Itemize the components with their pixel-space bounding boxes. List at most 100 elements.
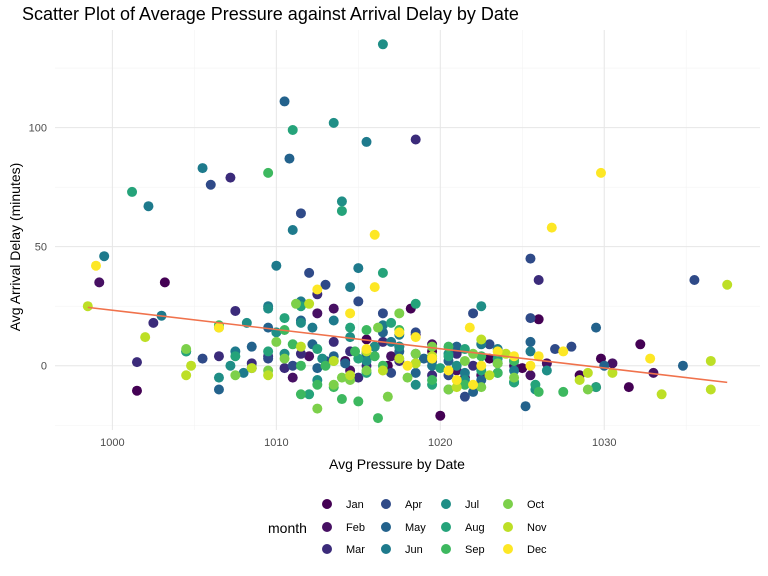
legend-key-jul [441,499,451,509]
trend-line-layer [87,306,728,384]
data-point-dec [361,344,372,355]
legend-label-sep: Sep [465,544,485,556]
legend: month Jan Feb Mar Apr May Jun Jul Aug Sep Oct Nov D… [268,499,547,556]
data-point-jan [533,314,544,325]
data-point-sep [492,367,503,378]
data-point-nov [82,301,93,312]
data-point-mar [279,363,290,374]
data-point-apr [263,353,274,364]
data-point-jan [435,410,446,421]
data-point-aug [591,382,602,393]
data-point-may [451,341,462,352]
data-point-apr [484,339,495,350]
data-point-mar [328,336,339,347]
data-point-sep [372,413,383,424]
data-point-jan [484,353,495,364]
data-point-sep [295,389,306,400]
data-point-aug [263,346,274,357]
data-point-nov [705,355,716,366]
data-point-apr [197,353,208,364]
data-point-dec [369,282,380,293]
data-point-feb [648,367,659,378]
data-point-mar [468,360,479,371]
legend-key-feb [322,522,332,532]
data-point-dec [369,229,380,240]
data-point-oct [410,348,421,359]
data-point-dec [558,346,569,357]
data-point-sep [558,386,569,397]
data-point-sep [427,375,438,385]
legend-label-nov: Nov [527,522,547,534]
data-point-mar [230,305,241,316]
legend-label-feb: Feb [346,522,365,534]
data-point-may [340,358,351,369]
data-point-apr [459,391,470,402]
data-point-dec [213,322,224,333]
data-point-oct [328,379,339,390]
data-point-sep [320,360,331,371]
data-point-nov [304,298,315,309]
data-point-oct [402,372,413,383]
data-point-aug [230,351,241,362]
data-point-jun [197,163,208,174]
data-point-jun [386,336,397,347]
data-point-dec [492,346,503,357]
data-point-oct [394,308,405,319]
data-point-nov [607,367,618,378]
data-point-apr [386,367,397,378]
data-point-sep [295,360,306,371]
data-point-apr [205,179,216,190]
data-point-jun [328,315,339,326]
data-point-mar [213,351,224,362]
data-point-aug [312,344,323,355]
data-point-dec [509,351,520,362]
data-point-nov [574,375,585,385]
data-point-dec [345,308,356,319]
data-point-aug [287,125,298,135]
legend-label-jul: Jul [465,499,479,511]
data-point-mar [225,172,236,183]
data-point-mar [410,134,421,145]
data-point-jul [369,341,380,352]
data-point-jan [517,363,528,374]
y-tick-label: 50 [35,242,47,254]
data-point-nov [722,279,733,290]
data-point-dec [451,375,462,385]
data-point-mar [148,317,159,328]
data-point-dec [410,332,421,343]
data-point-nov [181,370,192,381]
data-point-apr [525,313,536,324]
data-point-apr [287,360,298,371]
data-point-dec [312,284,323,295]
data-point-nov [476,334,487,345]
y-tick-label: 0 [41,361,47,373]
legend-title: month [268,520,307,536]
data-point-oct [271,336,282,347]
data-point-oct [279,353,290,364]
data-point-jul [451,360,462,371]
data-point-nov [295,341,306,352]
data-point-dec [546,222,557,233]
data-point-mar [533,275,544,285]
legend-key-aug [441,522,451,532]
data-point-sep [353,396,364,407]
data-point-jun [353,263,364,274]
data-point-aug [443,351,454,362]
data-point-jan [131,385,142,396]
data-point-oct [361,365,372,376]
data-point-feb [312,308,323,319]
data-point-nov [377,365,388,376]
legend-label-dec: Dec [527,544,547,556]
legend-label-oct: Oct [527,499,544,511]
data-point-apr [377,308,388,319]
data-point-aug [435,363,446,374]
data-point-apr [295,208,306,219]
data-point-jul [328,117,339,128]
data-point-mar [131,357,142,368]
data-point-dec [533,351,544,362]
data-points [82,39,733,424]
data-point-may [279,96,290,107]
data-point-jun [143,201,154,212]
data-point-nov [328,355,339,366]
data-point-oct [427,341,438,352]
